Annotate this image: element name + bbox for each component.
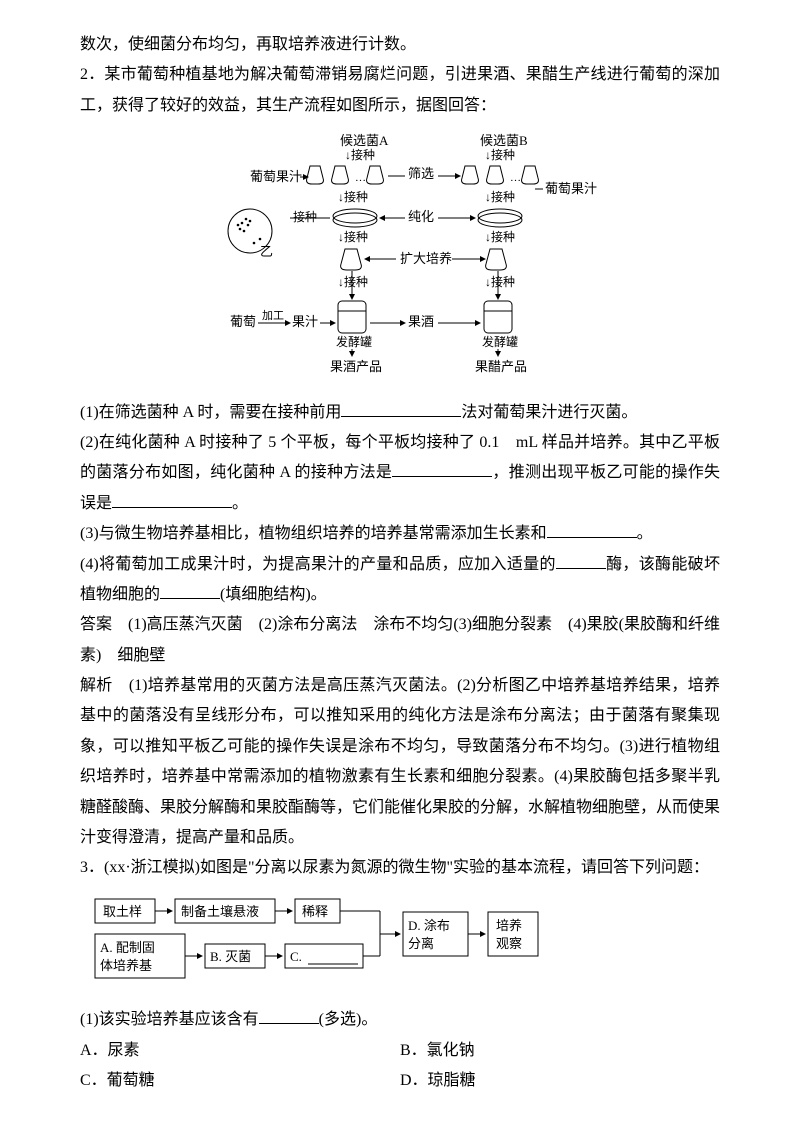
label-wine: 果酒 [408,314,434,329]
label-guozhi: 果汁 [292,314,318,329]
label-select: 筛选 [408,166,434,181]
svg-text:…: … [510,172,521,184]
q2-part3: (3)与微生物培养基相比，植物组织培养的培养基常需添加生长素和。 [80,519,720,549]
label-ferment2: 发酵罐 [482,334,518,349]
label-candB: 候选菌B [480,133,528,148]
label-grape: 葡萄 [230,314,256,329]
svg-text:…: … [355,172,366,184]
svg-text:观察: 观察 [496,936,522,951]
svg-text:B. 灭菌: B. 灭菌 [210,949,251,964]
flasks-row1-left: … [307,166,384,184]
svg-text:分离: 分离 [408,936,434,951]
label-candA: 候选菌A [340,133,389,148]
label-inoc3: ↓接种 [338,189,368,204]
option-d: D．琼脂糖 [400,1066,720,1096]
q2-explanation: 解析 (1)培养基常用的灭菌方法是高压蒸汽灭菌法。(2)分析图乙中培养基培养结果… [80,671,720,853]
label-vinegarprod: 果醋产品 [475,359,527,374]
label-jiagong: 加工 [262,309,284,322]
option-a: A．尿素 [80,1036,400,1066]
label-ferment1: 发酵罐 [336,334,372,349]
label-inoc7: ↓接种 [338,274,368,289]
label-inoc5: ↓接种 [338,229,368,244]
svg-text:制备土壤悬液: 制备土壤悬液 [181,904,259,919]
svg-text:D. 涂布: D. 涂布 [408,918,450,933]
svg-text:稀释: 稀释 [302,904,328,919]
q2-stem: 2．某市葡萄种植基地为解决葡萄滞销易腐烂问题，引进果酒、果醋生产线进行葡萄的深加… [80,60,720,121]
q3-stem: 3．(xx·浙江模拟)如图是"分离以尿素为氮源的微生物"实验的基本流程，请回答下… [80,853,720,883]
svg-text:C.: C. [290,949,302,964]
svg-text:体培养基: 体培养基 [100,958,152,973]
diagram-flow-urea: 取土样 制备土壤悬液 稀释 A. 配制固 体培养基 B. 灭菌 C. [80,894,720,995]
label-yi: 乙 [260,244,273,259]
flasks-row1-right: … [462,166,539,184]
label-inoc8: ↓接种 [485,274,515,289]
label-inoc2: ↓接种 [485,147,515,162]
q2-answer: 答案 (1)高压蒸汽灭菌 (2)涂布分离法 涂布不均匀(3)细胞分裂素 (4)果… [80,610,720,671]
svg-text:培养: 培养 [496,918,522,933]
label-juice-right: 葡萄果汁 [545,181,597,196]
option-c: C．葡萄糖 [80,1066,400,1096]
label-wineprod: 果酒产品 [330,359,382,374]
q3-part1: (1)该实验培养基应该含有(多选)。 [80,1005,720,1035]
q2-part4: (4)将葡萄加工成果汁时，为提高果汁的产量和品质，应加入适量的酶，该酶能破坏植物… [80,550,720,611]
label-juice-left: 葡萄果汁 [250,169,302,184]
diagram-production-flow: 候选菌A 候选菌B ↓接种 ↓接种 … … 葡萄果汁 筛选 葡 [80,131,720,387]
svg-text:接种: 接种 [293,209,317,224]
label-inoc6: ↓接种 [485,229,515,244]
svg-text:A. 配制固: A. 配制固 [100,940,155,955]
label-inoc1: ↓接种 [345,147,375,162]
label-inoc4: ↓接种 [485,189,515,204]
q2-part2: (2)在纯化菌种 A 时接种了 5 个平板，每个平板均接种了 0.1 mL 样品… [80,428,720,519]
q2-part1: (1)在筛选菌种 A 时，需要在接种前用法对葡萄果汁进行灭菌。 [80,398,720,428]
q3-options: A．尿素 B．氯化钠 C．葡萄糖 D．琼脂糖 [80,1036,720,1097]
label-expand: 扩大培养 [400,251,452,266]
option-b: B．氯化钠 [400,1036,720,1066]
label-purify: 纯化 [408,209,434,224]
svg-text:取土样: 取土样 [103,904,142,919]
intro-line: 数次，使细菌分布均匀，再取培养液进行计数。 [80,30,720,60]
